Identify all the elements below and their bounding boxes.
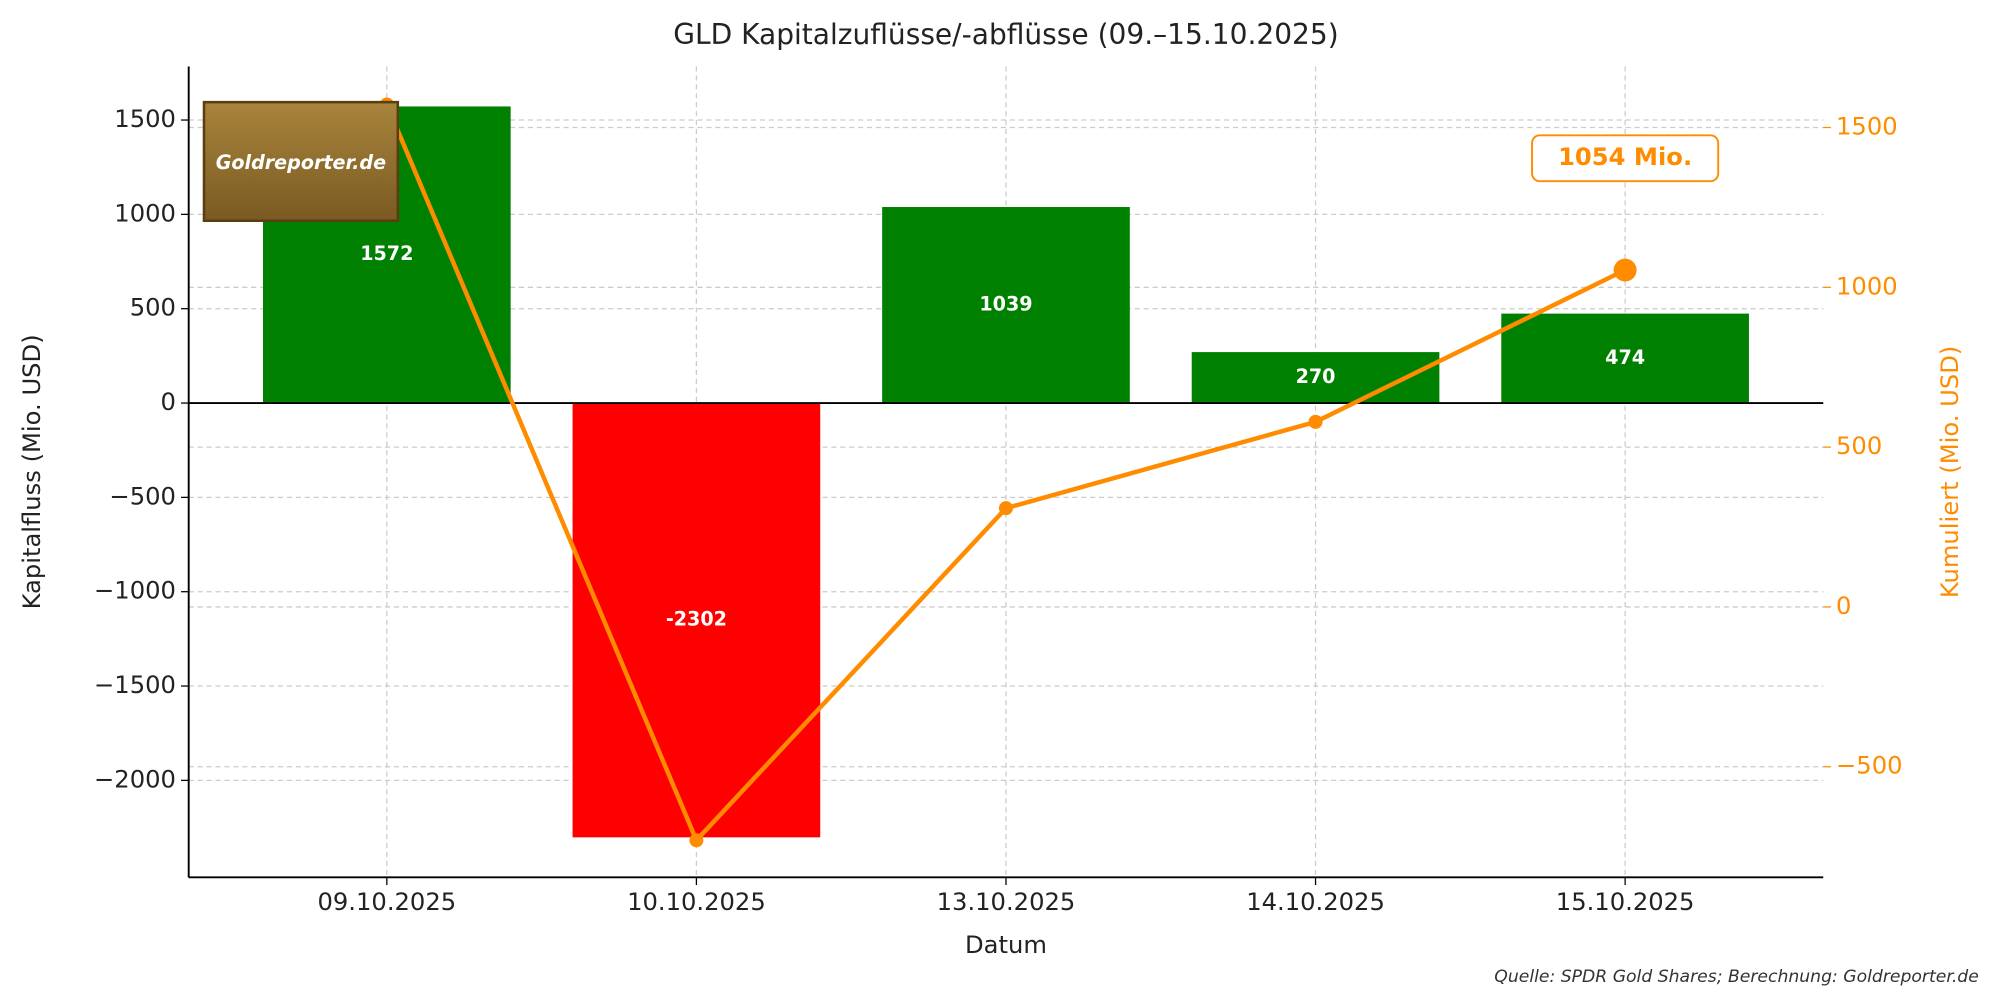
source-note: Quelle: SPDR Gold Shares; Berechnung: Go… xyxy=(1494,967,1979,987)
bar xyxy=(1191,352,1440,404)
cumulative-point xyxy=(998,501,1013,516)
y-tick-label: −1500 xyxy=(94,671,176,699)
cumulative-point xyxy=(689,833,704,848)
bar-value-label: 270 xyxy=(1296,365,1336,388)
y-tick-label: 0 xyxy=(161,388,176,416)
bar-value-label: 474 xyxy=(1605,346,1645,369)
bar xyxy=(1501,313,1749,404)
y-tick-label: −1000 xyxy=(94,577,176,605)
cumulative-point xyxy=(1613,258,1637,282)
bar-value-label: 1039 xyxy=(979,293,1032,316)
y2-tick-label: 0 xyxy=(1836,592,1851,620)
y2-tick-label: 1000 xyxy=(1836,272,1898,300)
y-axis-label: Kapitalfluss (Mio. USD) xyxy=(18,334,46,609)
chart-title: GLD Kapitalzuflüsse/-abflüsse (09.–15.10… xyxy=(673,18,1338,51)
y2-tick-label: 1500 xyxy=(1836,112,1898,140)
logo: Goldreporter.de xyxy=(202,100,400,222)
x-tick-label: 15.10.2025 xyxy=(1556,888,1695,916)
bar xyxy=(882,207,1130,404)
cumulative-point xyxy=(1308,414,1323,429)
annotation: 1054 Mio. xyxy=(1558,143,1692,171)
bar-value-label: 1572 xyxy=(360,242,413,265)
y-tick-label: −2000 xyxy=(94,765,176,793)
plot-area: −2000 −1500 −1000 −500 0 500 1000 1500 −500 0 500 1… xyxy=(94,66,1903,916)
logo-box xyxy=(202,100,400,222)
y-tick-label: 500 xyxy=(130,294,176,322)
x-axis-label: Datum xyxy=(965,931,1047,959)
logo-text: Goldreporter.de xyxy=(216,151,386,174)
bar xyxy=(572,403,821,838)
y2-tick-label: −500 xyxy=(1836,752,1903,780)
annotation-box xyxy=(1531,134,1720,183)
x-tick-label: 14.10.2025 xyxy=(1246,888,1385,916)
bar-value-label: -2302 xyxy=(666,608,727,631)
x-tick-label: 13.10.2025 xyxy=(937,888,1076,916)
y2-axis-label: Kumuliert (Mio. USD) xyxy=(1936,346,1964,599)
x-tick-label: 10.10.2025 xyxy=(627,888,766,916)
y2-tick-label: 500 xyxy=(1836,432,1882,460)
y-tick-label: 1000 xyxy=(114,199,176,227)
y-tick-label: 1500 xyxy=(114,105,176,133)
y-tick-label: −500 xyxy=(109,482,176,510)
x-tick-label: 09.10.2025 xyxy=(317,888,456,916)
